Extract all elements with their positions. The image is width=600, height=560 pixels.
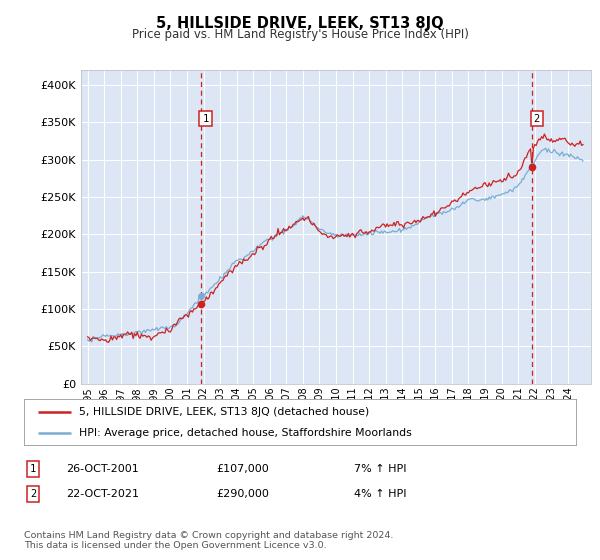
Text: 7% ↑ HPI: 7% ↑ HPI	[354, 464, 407, 474]
Text: 5, HILLSIDE DRIVE, LEEK, ST13 8JQ: 5, HILLSIDE DRIVE, LEEK, ST13 8JQ	[156, 16, 444, 31]
Text: £290,000: £290,000	[216, 489, 269, 499]
Text: 22-OCT-2021: 22-OCT-2021	[66, 489, 139, 499]
Text: HPI: Average price, detached house, Staffordshire Moorlands: HPI: Average price, detached house, Staf…	[79, 428, 412, 438]
Text: 2: 2	[30, 489, 36, 499]
Text: 5, HILLSIDE DRIVE, LEEK, ST13 8JQ (detached house): 5, HILLSIDE DRIVE, LEEK, ST13 8JQ (detac…	[79, 407, 370, 417]
Text: 26-OCT-2001: 26-OCT-2001	[66, 464, 139, 474]
Text: 2: 2	[533, 114, 540, 124]
Text: Contains HM Land Registry data © Crown copyright and database right 2024.
This d: Contains HM Land Registry data © Crown c…	[24, 531, 394, 550]
Text: 1: 1	[202, 114, 209, 124]
Text: 1: 1	[30, 464, 36, 474]
Text: £107,000: £107,000	[216, 464, 269, 474]
Text: 4% ↑ HPI: 4% ↑ HPI	[354, 489, 407, 499]
Text: Price paid vs. HM Land Registry's House Price Index (HPI): Price paid vs. HM Land Registry's House …	[131, 28, 469, 41]
